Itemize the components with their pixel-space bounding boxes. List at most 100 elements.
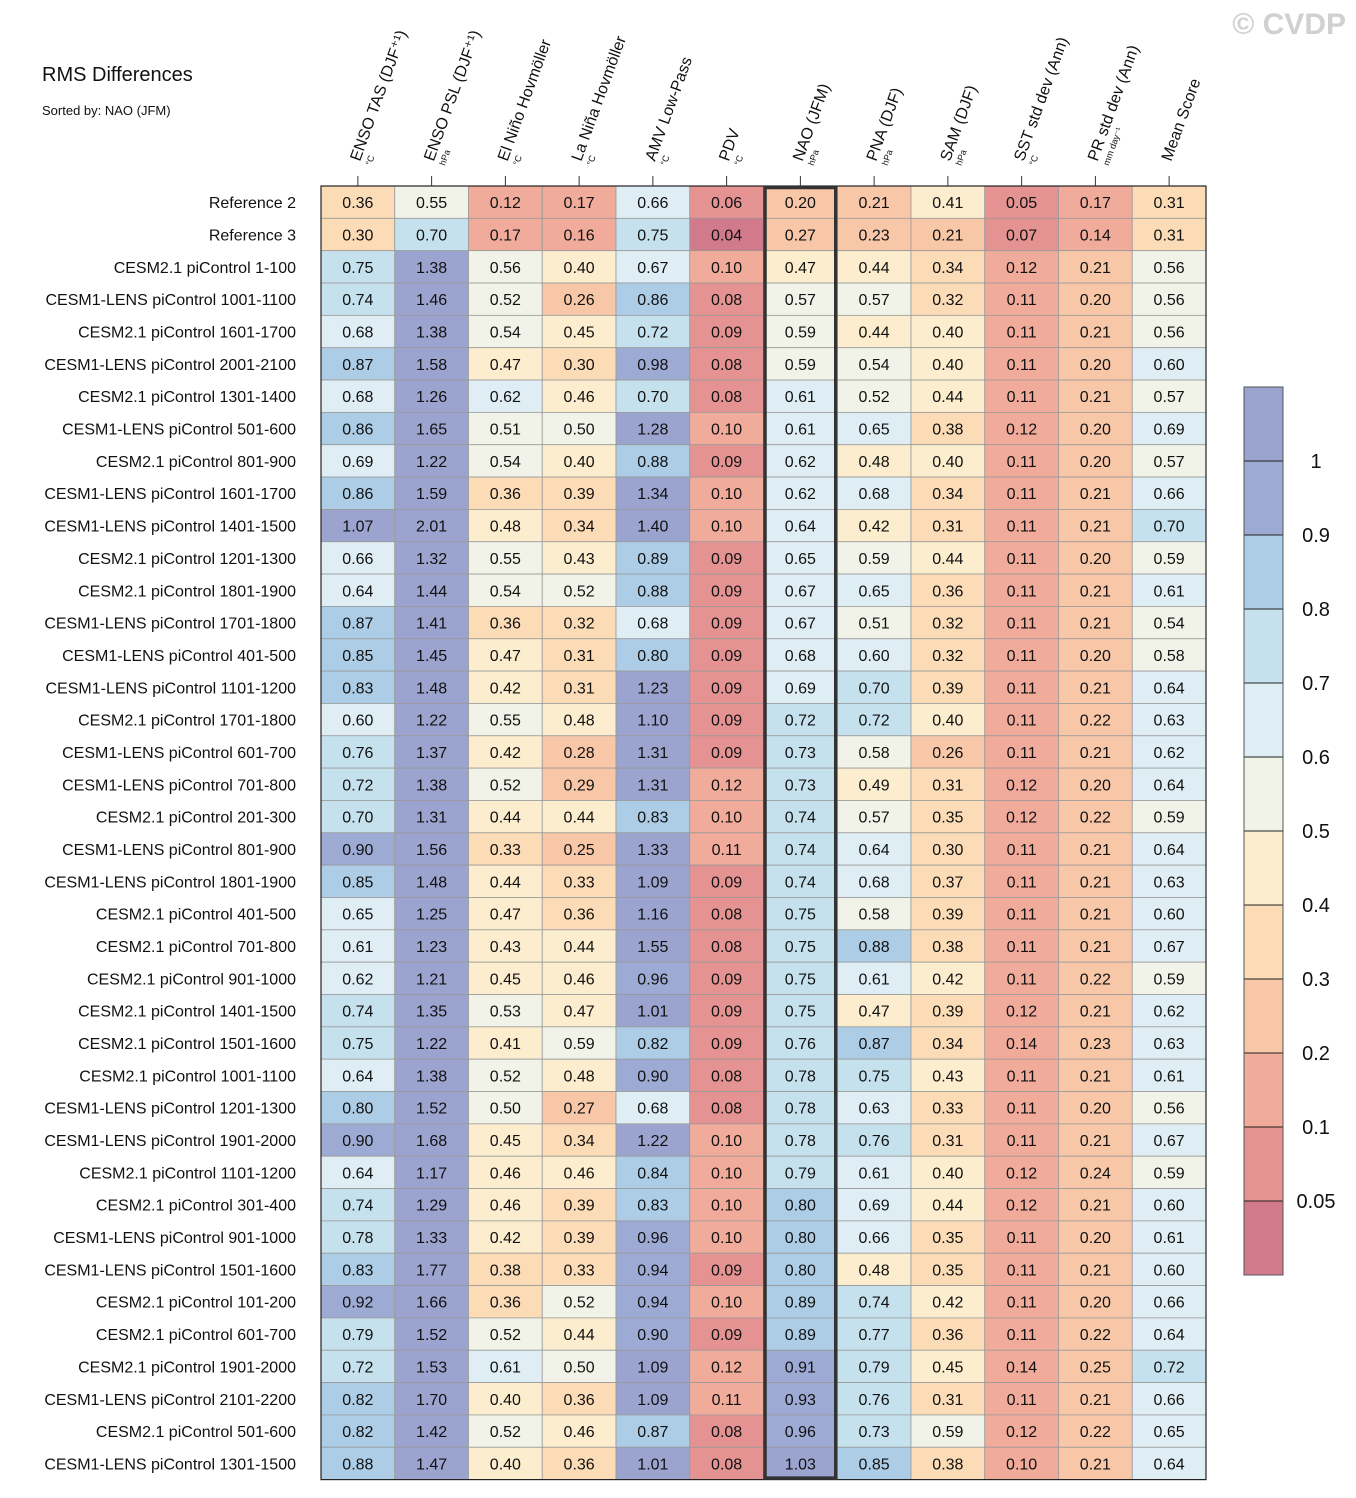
cell-value: 0.44 xyxy=(564,810,595,827)
cell-value: 0.80 xyxy=(342,1101,373,1118)
heatmap-cell xyxy=(1058,476,1133,510)
heatmap-cell xyxy=(763,1414,838,1448)
cell-value: 0.68 xyxy=(342,325,373,342)
cell-value: 1.47 xyxy=(416,1456,447,1473)
colorbar-tick-label: 0.05 xyxy=(1297,1191,1336,1213)
cell-value: 0.17 xyxy=(490,228,521,245)
heatmap-cell xyxy=(910,767,986,801)
cell-value: 0.32 xyxy=(932,648,963,665)
heatmap-cell xyxy=(541,379,617,413)
cell-value: 0.42 xyxy=(490,680,521,697)
cell-value: 0.90 xyxy=(637,1068,668,1085)
cell-value: 0.36 xyxy=(490,1295,521,1312)
column-label: ENSO TAS (DJF⁺¹) xyxy=(348,28,411,163)
cell-value: 0.51 xyxy=(490,422,521,439)
heatmap-cell xyxy=(910,735,986,769)
heatmap-cell xyxy=(468,1317,543,1351)
cell-value: 0.30 xyxy=(342,228,373,245)
cell-value: 0.85 xyxy=(342,648,373,665)
colorbar-border xyxy=(1243,386,1284,1276)
heatmap-cell xyxy=(468,508,543,543)
cell-value: 0.54 xyxy=(490,583,521,600)
heatmap-cell xyxy=(763,767,838,801)
cell-value: 1.52 xyxy=(416,1101,447,1118)
heatmap-cell xyxy=(1131,1414,1207,1448)
cell-value: 0.11 xyxy=(1007,1327,1037,1344)
heatmap-cell xyxy=(836,347,912,381)
column-header: ENSO PSL (DJF⁺¹)hPa xyxy=(421,28,484,167)
heatmap-cell xyxy=(910,638,986,672)
heatmap-cell xyxy=(1058,1252,1133,1286)
cell-value: 0.14 xyxy=(1006,1359,1037,1376)
cell-value: 0.61 xyxy=(785,389,816,406)
cell-value: 1.10 xyxy=(637,713,668,730)
cell-value: 0.31 xyxy=(932,1133,963,1150)
cell-value: 0.57 xyxy=(1154,389,1185,406)
cell-value: 1.40 xyxy=(637,519,668,536)
cell-value: 1.09 xyxy=(637,1392,668,1409)
cell-value: 0.31 xyxy=(932,777,963,794)
cell-value: 1.09 xyxy=(637,1359,668,1376)
heatmap-cell xyxy=(1131,573,1207,607)
cell-value: 0.52 xyxy=(490,1424,521,1441)
cell-value: 0.24 xyxy=(1080,1165,1111,1182)
heatmap-cell xyxy=(689,1382,764,1416)
heatmap-cell xyxy=(984,735,1059,769)
cell-value: 0.83 xyxy=(637,1198,668,1215)
heatmap-cell xyxy=(836,638,912,672)
cell-value: 0.20 xyxy=(1080,551,1111,568)
cell-value: 0.31 xyxy=(564,648,595,665)
heatmap-cell xyxy=(320,444,396,478)
cell-value: 0.39 xyxy=(564,1230,595,1247)
heatmap-cell xyxy=(836,1414,912,1448)
colorbar-tick-label: 0.7 xyxy=(1302,673,1330,695)
cell-value: 0.40 xyxy=(564,454,595,471)
row-label: CESM1-LENS piControl 1501-1600 xyxy=(44,1262,296,1279)
cell-value: 0.27 xyxy=(564,1101,595,1118)
heatmap-cell xyxy=(1131,767,1207,801)
cell-value: 0.38 xyxy=(932,422,963,439)
cell-value: 0.98 xyxy=(637,357,668,374)
cell-value: 0.11 xyxy=(1007,939,1037,956)
heatmap-cell xyxy=(763,638,838,672)
heatmap-cell xyxy=(910,1123,986,1157)
cell-value: 0.44 xyxy=(932,551,963,568)
heatmap-cell xyxy=(320,767,396,801)
cell-value: 0.72 xyxy=(342,1359,373,1376)
heatmap-cell xyxy=(1058,1058,1133,1092)
cell-value: 0.58 xyxy=(859,907,890,924)
cell-value: 0.09 xyxy=(711,1004,742,1021)
cell-value: 0.78 xyxy=(785,1133,816,1150)
cell-value: 0.64 xyxy=(342,583,373,600)
cell-value: 0.68 xyxy=(637,1101,668,1118)
cell-value: 0.33 xyxy=(932,1101,963,1118)
row-label: CESM1-LENS piControl 1301-1500 xyxy=(44,1456,296,1473)
heatmap-cell xyxy=(689,864,764,898)
cell-value: 0.62 xyxy=(342,971,373,988)
heatmap-cell xyxy=(394,800,469,834)
heatmap-cell xyxy=(910,929,986,963)
heatmap-cell xyxy=(1058,832,1133,866)
heatmap-cell xyxy=(541,606,617,640)
cell-value: 0.63 xyxy=(1154,713,1185,730)
heatmap-cell xyxy=(984,961,1059,995)
cell-value: 0.96 xyxy=(637,971,668,988)
cell-value: 0.11 xyxy=(1007,1262,1037,1279)
heatmap-cell xyxy=(689,961,764,995)
cell-value: 0.39 xyxy=(932,1004,963,1021)
cell-value: 0.68 xyxy=(859,874,890,891)
cell-value: 0.55 xyxy=(490,713,521,730)
cell-value: 0.44 xyxy=(564,1327,595,1344)
heatmap-cell xyxy=(763,864,838,898)
cell-value: 0.56 xyxy=(490,260,521,277)
heatmap-cell xyxy=(320,250,396,284)
cell-value: 0.09 xyxy=(711,971,742,988)
cell-value: 0.28 xyxy=(564,745,595,762)
heatmap-cell xyxy=(689,347,764,381)
column-label: AMV Low-Pass xyxy=(643,55,696,164)
cell-value: 0.43 xyxy=(932,1068,963,1085)
chart-subtitle: Sorted by: NAO (JFM) xyxy=(42,103,171,118)
heatmap-cell xyxy=(541,1285,617,1319)
heatmap-cell xyxy=(1058,573,1133,607)
cell-value: 0.21 xyxy=(859,195,890,212)
